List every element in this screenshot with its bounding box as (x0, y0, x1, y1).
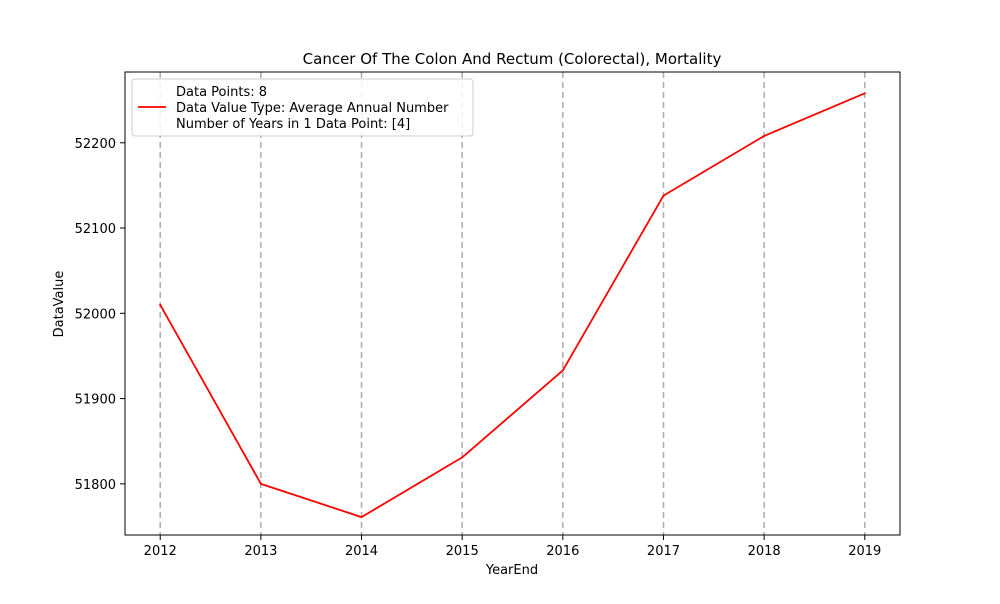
y-tick-label: 51900 (75, 393, 116, 408)
y-tick-label: 52100 (75, 222, 116, 237)
x-tick-label: 2016 (546, 544, 579, 559)
data-point (863, 92, 866, 95)
y-tick-label: 52200 (75, 137, 116, 152)
legend-box (131, 78, 474, 137)
y-tick-label: 52000 (75, 307, 116, 322)
data-point (662, 194, 665, 197)
x-tick-label: 2018 (748, 544, 781, 559)
plot-frame (124, 71, 901, 536)
series-line (159, 92, 866, 518)
data-point (763, 134, 766, 137)
legend-entry: Number of Years in 1 Data Point: [4] (176, 117, 410, 132)
data-point (360, 516, 363, 519)
x-tick-label: 2012 (144, 544, 177, 559)
data-point (159, 303, 162, 306)
x-tick-label: 2013 (244, 544, 277, 559)
grid-layer (159, 72, 866, 535)
y-axis-label: DataValue (52, 271, 67, 338)
legend-entry: Data Points: 8 (176, 85, 267, 100)
legend-entry: Data Value Type: Average Annual Number (176, 101, 449, 116)
x-axis-label: YearEnd (485, 563, 538, 578)
data-point (259, 482, 262, 485)
series-layer (159, 92, 866, 519)
chart-title: Cancer Of The Colon And Rectum (Colorect… (303, 50, 722, 68)
y-tick-label: 51800 (75, 478, 116, 493)
x-tick-label: 2019 (848, 544, 881, 559)
legend: Data Points: 8 Data Value Type: Average … (131, 78, 474, 137)
data-point (461, 456, 464, 459)
data-point (561, 369, 564, 372)
x-tick-label: 2014 (345, 544, 378, 559)
x-axis: 2012 2013 2014 2015 2016 2017 2018 2019 (144, 535, 881, 559)
x-tick-label: 2017 (647, 544, 680, 559)
y-axis: 51800 51900 52000 52100 52200 (75, 137, 125, 493)
x-tick-label: 2015 (446, 544, 479, 559)
